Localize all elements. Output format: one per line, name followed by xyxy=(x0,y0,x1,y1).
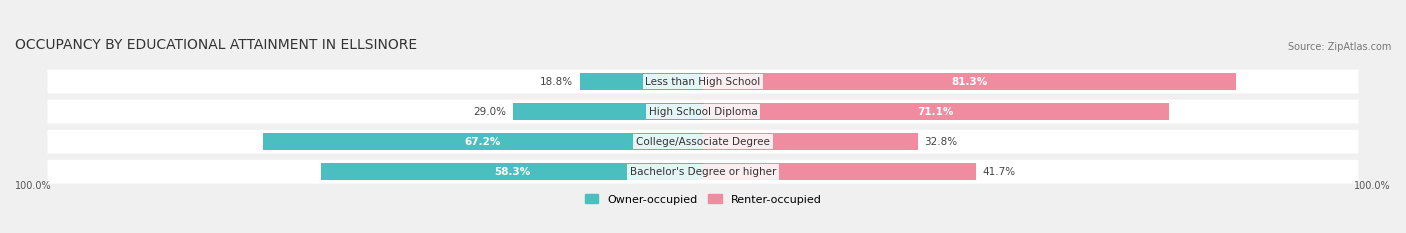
Text: Source: ZipAtlas.com: Source: ZipAtlas.com xyxy=(1288,42,1391,52)
Text: 100.0%: 100.0% xyxy=(1354,181,1391,191)
Text: 29.0%: 29.0% xyxy=(474,106,506,116)
Text: College/Associate Degree: College/Associate Degree xyxy=(636,137,770,147)
Bar xyxy=(703,103,1168,120)
Bar xyxy=(321,164,703,180)
Bar xyxy=(579,73,703,90)
Text: Bachelor's Degree or higher: Bachelor's Degree or higher xyxy=(630,167,776,177)
FancyBboxPatch shape xyxy=(48,130,1358,154)
FancyBboxPatch shape xyxy=(48,100,1358,123)
Text: 71.1%: 71.1% xyxy=(918,106,955,116)
Text: Less than High School: Less than High School xyxy=(645,76,761,86)
Text: 67.2%: 67.2% xyxy=(464,137,501,147)
Text: 81.3%: 81.3% xyxy=(952,76,987,86)
Text: 41.7%: 41.7% xyxy=(983,167,1017,177)
FancyBboxPatch shape xyxy=(48,70,1358,93)
Text: 32.8%: 32.8% xyxy=(925,137,957,147)
Bar xyxy=(513,103,703,120)
FancyBboxPatch shape xyxy=(48,160,1358,184)
Legend: Owner-occupied, Renter-occupied: Owner-occupied, Renter-occupied xyxy=(581,190,825,209)
Bar xyxy=(703,73,1236,90)
Bar xyxy=(703,133,918,150)
Text: 58.3%: 58.3% xyxy=(494,167,530,177)
Bar xyxy=(703,164,976,180)
Text: 18.8%: 18.8% xyxy=(540,76,574,86)
Bar xyxy=(263,133,703,150)
Text: OCCUPANCY BY EDUCATIONAL ATTAINMENT IN ELLSINORE: OCCUPANCY BY EDUCATIONAL ATTAINMENT IN E… xyxy=(15,38,418,52)
Text: High School Diploma: High School Diploma xyxy=(648,106,758,116)
Text: 100.0%: 100.0% xyxy=(15,181,52,191)
